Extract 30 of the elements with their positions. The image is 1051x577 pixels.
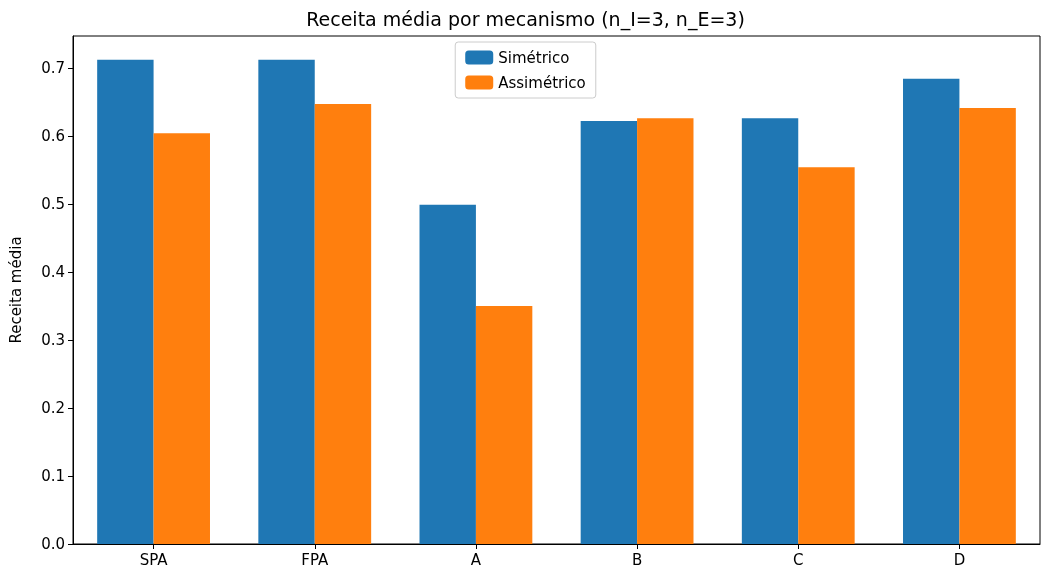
bar <box>959 108 1016 544</box>
bar <box>903 78 960 544</box>
x-tick-label: A <box>470 550 482 569</box>
x-tick-label: D <box>953 550 966 569</box>
bar <box>314 104 372 544</box>
y-tick-label: 0.7 <box>41 58 65 77</box>
y-tick-label: 0.3 <box>41 330 65 349</box>
y-tick-label: 0.2 <box>41 398 65 417</box>
bar <box>258 59 315 544</box>
bar <box>741 118 799 544</box>
x-tick-label: FPA <box>301 550 329 569</box>
bar <box>475 305 533 544</box>
bar <box>637 118 694 544</box>
y-tick-label: 0.5 <box>41 194 65 213</box>
x-tick-label: SPA <box>139 550 169 569</box>
legend-label: Assimétrico <box>498 73 586 92</box>
bar <box>97 59 154 544</box>
y-tick-label: 0.4 <box>41 262 65 281</box>
legend-label: Simétrico <box>498 48 570 67</box>
x-tick-label: B <box>631 550 643 569</box>
bar <box>580 121 638 544</box>
y-tick-label: 0.0 <box>41 535 65 553</box>
bar <box>153 133 210 544</box>
bar <box>798 167 855 544</box>
y-tick-label: 0.1 <box>41 466 65 485</box>
y-tick-label: 0.6 <box>41 126 65 145</box>
x-tick-label: C <box>793 550 804 569</box>
chart-title: Receita média por mecanismo (n_I=3, n_E=3) <box>306 7 745 31</box>
bar <box>419 204 476 544</box>
y-axis-title: Receita média <box>6 236 25 344</box>
